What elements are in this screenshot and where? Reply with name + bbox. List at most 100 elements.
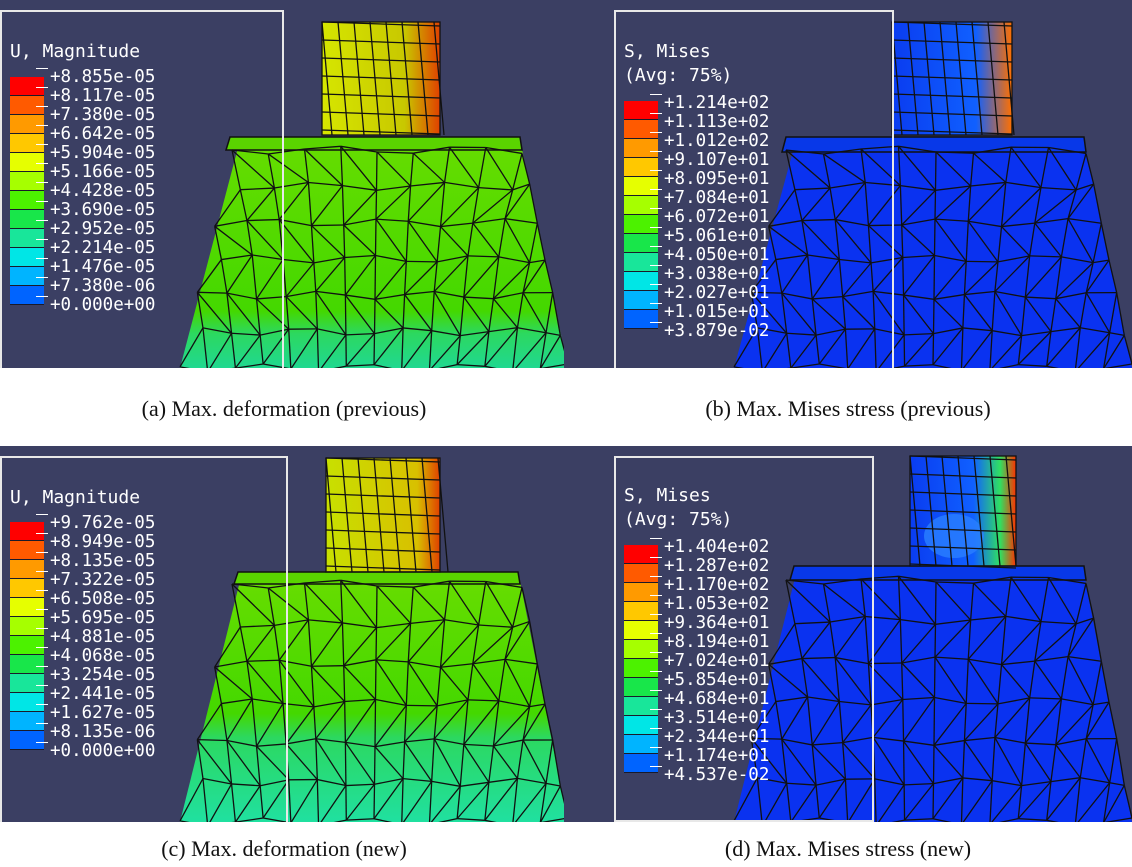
legend-value: +8.855e-05 xyxy=(35,67,156,87)
legend-value: +7.380e-05 xyxy=(35,105,156,125)
legend-value: +5.854e+01 xyxy=(649,670,770,690)
fem-model-a xyxy=(179,21,568,368)
color-swatch xyxy=(10,153,44,172)
color-scale-bar xyxy=(10,77,44,305)
legend-value: +4.428e-05 xyxy=(35,181,156,201)
legend-title: S, Mises (Avg: 75%) xyxy=(624,41,733,86)
color-swatch xyxy=(624,659,658,678)
legend-value: +4.537e-02 xyxy=(649,765,770,785)
legend-b: S, Mises (Avg: 75%) +1.214e+02 +1.113e+02… xyxy=(614,10,894,368)
legend-value: +1.012e+02 xyxy=(649,131,770,151)
color-scale-bar xyxy=(10,522,44,750)
color-swatch xyxy=(624,310,658,329)
panel-a-deformation: U, Magnitude +8.855e-05 +8.117e-05 +7.380e… xyxy=(0,0,568,368)
legend-value: +0.000e+00 xyxy=(35,295,156,315)
color-swatch xyxy=(624,177,658,196)
legend-value: +1.214e+02 xyxy=(649,93,770,113)
legend-labels: +1.214e+02 +1.113e+02 +1.012e+02 +9.107e+01… xyxy=(649,93,770,341)
panel-c-deformation: U, Magnitude +9.762e-05 +8.949e-05 +8.135e… xyxy=(0,446,568,822)
color-swatch xyxy=(624,640,658,659)
legend-value: +3.038e+01 xyxy=(649,264,770,284)
legend-value: +3.514e+01 xyxy=(649,708,770,728)
color-swatch xyxy=(10,617,44,636)
fem-model-c xyxy=(179,457,568,822)
legend-value: +1.476e-05 xyxy=(35,257,156,277)
color-swatch xyxy=(624,253,658,272)
color-swatch xyxy=(10,636,44,655)
panel-b-mises: S, Mises (Avg: 75%) +1.214e+02 +1.113e+02… xyxy=(564,0,1132,368)
color-swatch xyxy=(10,191,44,210)
color-swatch xyxy=(624,678,658,697)
legend-value: +9.762e-05 xyxy=(35,513,156,533)
color-swatch xyxy=(624,139,658,158)
color-swatch xyxy=(10,598,44,617)
legend-value: +3.879e-02 xyxy=(649,321,770,341)
color-swatch xyxy=(10,731,44,750)
legend-value: +3.690e-05 xyxy=(35,200,156,220)
color-swatch xyxy=(10,248,44,267)
color-swatch xyxy=(624,621,658,640)
color-swatch xyxy=(624,716,658,735)
legend-value: +2.344e+01 xyxy=(649,727,770,747)
color-swatch xyxy=(10,655,44,674)
legend-value: +0.000e+00 xyxy=(35,741,156,761)
mesh-lines xyxy=(179,457,568,822)
fem-model-d xyxy=(733,455,1132,822)
color-swatch xyxy=(624,101,658,120)
caption-b: (b) Max. Mises stress (previous) xyxy=(705,396,991,421)
color-swatch xyxy=(624,735,658,754)
legend-value: +1.287e+02 xyxy=(649,556,770,576)
legend-value: +2.027e+01 xyxy=(649,283,770,303)
color-swatch xyxy=(10,96,44,115)
color-swatch xyxy=(624,272,658,291)
legend-value: +4.881e-05 xyxy=(35,627,156,647)
legend-value: +8.135e-05 xyxy=(35,551,156,571)
color-swatch xyxy=(624,564,658,583)
legend-value: +1.627e-05 xyxy=(35,703,156,723)
caption-c: (c) Max. deformation (new) xyxy=(161,836,407,861)
legend-value: +7.322e-05 xyxy=(35,570,156,590)
legend-labels: +9.762e-05 +8.949e-05 +8.135e-05 +7.322e-05… xyxy=(35,513,156,761)
legend-a: U, Magnitude +8.855e-05 +8.117e-05 +7.380e… xyxy=(0,10,284,368)
legend-value: +7.024e+01 xyxy=(649,651,770,671)
legend-c: U, Magnitude +9.762e-05 +8.949e-05 +8.135e… xyxy=(0,456,288,822)
legend-value: +5.695e-05 xyxy=(35,608,156,628)
color-swatch xyxy=(10,286,44,305)
legend-value: +5.061e+01 xyxy=(649,226,770,246)
color-swatch xyxy=(10,560,44,579)
caption-d: (d) Max. Mises stress (new) xyxy=(724,836,972,861)
color-swatch xyxy=(624,583,658,602)
legend-value: +8.135e-06 xyxy=(35,722,156,742)
legend-value: +1.170e+02 xyxy=(649,575,770,595)
color-scale-bar xyxy=(624,101,658,329)
color-swatch xyxy=(10,522,44,541)
legend-title: U, Magnitude xyxy=(10,487,141,508)
color-swatch xyxy=(624,602,658,621)
color-swatch xyxy=(10,712,44,731)
color-swatch xyxy=(624,215,658,234)
fem-model-b xyxy=(733,21,1132,368)
legend-title: S, Mises (Avg: 75%) xyxy=(624,485,733,530)
legend-value: +4.684e+01 xyxy=(649,689,770,709)
color-scale-bar xyxy=(624,545,658,773)
color-swatch xyxy=(624,234,658,253)
legend-value: +1.053e+02 xyxy=(649,594,770,614)
color-swatch xyxy=(10,115,44,134)
color-swatch xyxy=(10,229,44,248)
color-swatch xyxy=(624,158,658,177)
caption-a: (a) Max. deformation (previous) xyxy=(141,396,427,421)
legend-value: +8.095e+01 xyxy=(649,169,770,189)
color-swatch xyxy=(624,754,658,773)
color-swatch xyxy=(10,693,44,712)
color-swatch xyxy=(624,697,658,716)
mesh-lines xyxy=(179,21,568,368)
legend-value: +5.166e-05 xyxy=(35,162,156,182)
legend-value: +7.084e+01 xyxy=(649,188,770,208)
mesh-lines xyxy=(733,21,1132,368)
legend-labels: +1.404e+02 +1.287e+02 +1.170e+02 +1.053e+02… xyxy=(649,538,770,785)
panel-d-mises: S, Mises (Avg: 75%) +1.404e+02 +1.287e+02… xyxy=(564,446,1132,822)
color-swatch xyxy=(10,134,44,153)
color-swatch xyxy=(10,579,44,598)
legend-value: +7.380e-06 xyxy=(35,276,156,296)
legend-title: U, Magnitude xyxy=(10,41,141,62)
